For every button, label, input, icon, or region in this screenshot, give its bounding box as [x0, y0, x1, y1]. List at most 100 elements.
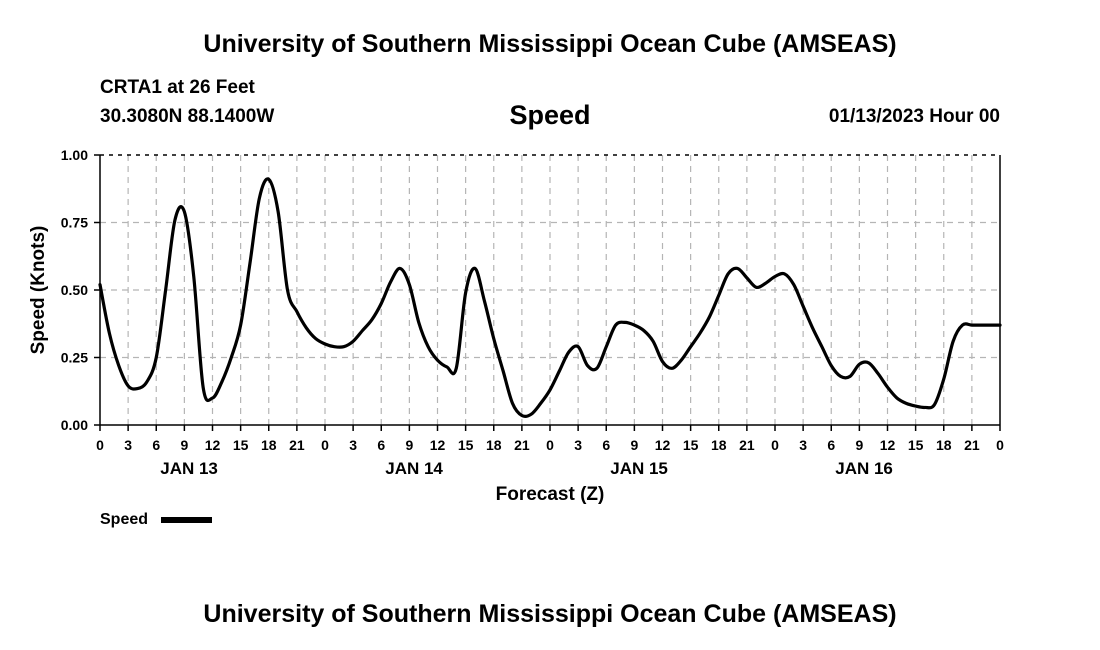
x-tick-label: 6 — [377, 437, 385, 453]
station-label: CRTA1 at 26 Feet — [100, 77, 255, 98]
data-point — [596, 367, 598, 369]
y-tick-label: 1.00 — [61, 147, 88, 163]
forecast-datetime: 01/13/2023 Hour 00 — [828, 106, 1000, 127]
data-point — [605, 346, 607, 348]
data-point — [333, 346, 335, 348]
data-point — [240, 324, 242, 326]
data-point — [183, 211, 185, 213]
data-point — [765, 282, 767, 284]
data-point — [905, 402, 907, 404]
data-point — [568, 351, 570, 353]
y-tick-label: 0.00 — [61, 417, 88, 433]
data-point — [811, 327, 814, 329]
x-tick-label: 18 — [936, 437, 952, 453]
x-tick-label: 21 — [514, 437, 530, 453]
x-tick-label: 15 — [908, 437, 924, 453]
x-tick-label: 3 — [574, 437, 582, 453]
data-point — [99, 284, 101, 286]
data-point — [755, 286, 757, 288]
data-point — [961, 324, 964, 326]
data-point — [521, 414, 523, 417]
x-tick-label: 3 — [349, 437, 357, 453]
x-tick-label: 21 — [739, 437, 755, 453]
data-point — [549, 389, 551, 391]
data-point — [315, 338, 317, 340]
day-label: JAN 14 — [385, 459, 443, 478]
x-tick-label: 15 — [683, 437, 699, 453]
data-point — [155, 356, 157, 359]
x-tick-label: 21 — [289, 437, 305, 453]
data-point — [174, 219, 176, 221]
x-axis-title: Forecast (Z) — [496, 484, 605, 505]
data-point — [390, 281, 392, 283]
data-point — [352, 340, 354, 342]
x-tick-label: 6 — [602, 437, 610, 453]
data-point — [699, 332, 701, 334]
data-point — [736, 267, 739, 269]
data-point — [868, 362, 870, 364]
data-point — [530, 413, 532, 415]
x-tick-label: 9 — [405, 437, 413, 453]
data-point — [896, 397, 898, 399]
data-point — [193, 275, 195, 278]
data-point — [849, 375, 851, 377]
x-tick-label: 0 — [996, 437, 1004, 453]
data-point — [952, 340, 954, 342]
day-label: JAN 15 — [610, 459, 668, 478]
x-tick-label: 9 — [855, 437, 863, 453]
data-point — [277, 211, 279, 213]
data-point — [371, 319, 373, 321]
data-point — [924, 406, 926, 409]
data-point — [446, 366, 448, 368]
data-point — [258, 197, 260, 199]
data-point — [661, 360, 664, 363]
data-point — [633, 324, 635, 326]
data-point — [540, 402, 542, 404]
data-point — [718, 294, 720, 296]
data-point — [511, 402, 514, 404]
data-point — [249, 262, 251, 264]
data-point — [361, 329, 364, 332]
data-point — [211, 397, 214, 399]
day-label: JAN 13 — [160, 459, 218, 478]
data-point — [886, 386, 889, 388]
x-tick-label: 12 — [430, 437, 446, 453]
data-point — [727, 273, 729, 275]
data-point — [268, 178, 270, 180]
x-tick-label: 9 — [180, 437, 188, 453]
x-tick-label: 15 — [233, 437, 249, 453]
x-tick-label: 12 — [205, 437, 221, 453]
data-point — [708, 316, 710, 318]
data-point — [624, 321, 626, 323]
x-tick-label: 3 — [124, 437, 132, 453]
data-point — [980, 324, 982, 326]
x-tick-label: 15 — [458, 437, 474, 453]
data-point — [343, 346, 345, 348]
data-point — [427, 346, 429, 348]
plot-title: Speed — [509, 100, 591, 130]
data-point — [465, 292, 467, 294]
data-point — [877, 373, 879, 375]
page-title: University of Southern Mississippi Ocean… — [203, 30, 897, 58]
data-point — [643, 329, 645, 332]
data-point — [324, 343, 326, 345]
x-tick-label: 12 — [655, 437, 671, 453]
data-point — [999, 324, 1001, 326]
data-point — [793, 284, 795, 286]
data-point — [455, 367, 457, 369]
day-label: JAN 16 — [835, 459, 893, 478]
data-point — [493, 338, 495, 340]
data-point — [586, 365, 589, 367]
x-tick-label: 3 — [799, 437, 807, 453]
y-tick-label: 0.75 — [61, 215, 88, 231]
x-tick-label: 0 — [546, 437, 554, 453]
data-point — [746, 277, 748, 279]
x-tick-label: 18 — [711, 437, 727, 453]
data-point — [202, 386, 204, 388]
data-point — [474, 267, 476, 269]
data-point — [165, 289, 167, 291]
data-point — [127, 385, 129, 387]
data-point — [652, 340, 654, 342]
y-axis-title: Speed (Knots) — [28, 226, 49, 355]
x-tick-label: 12 — [880, 437, 896, 453]
